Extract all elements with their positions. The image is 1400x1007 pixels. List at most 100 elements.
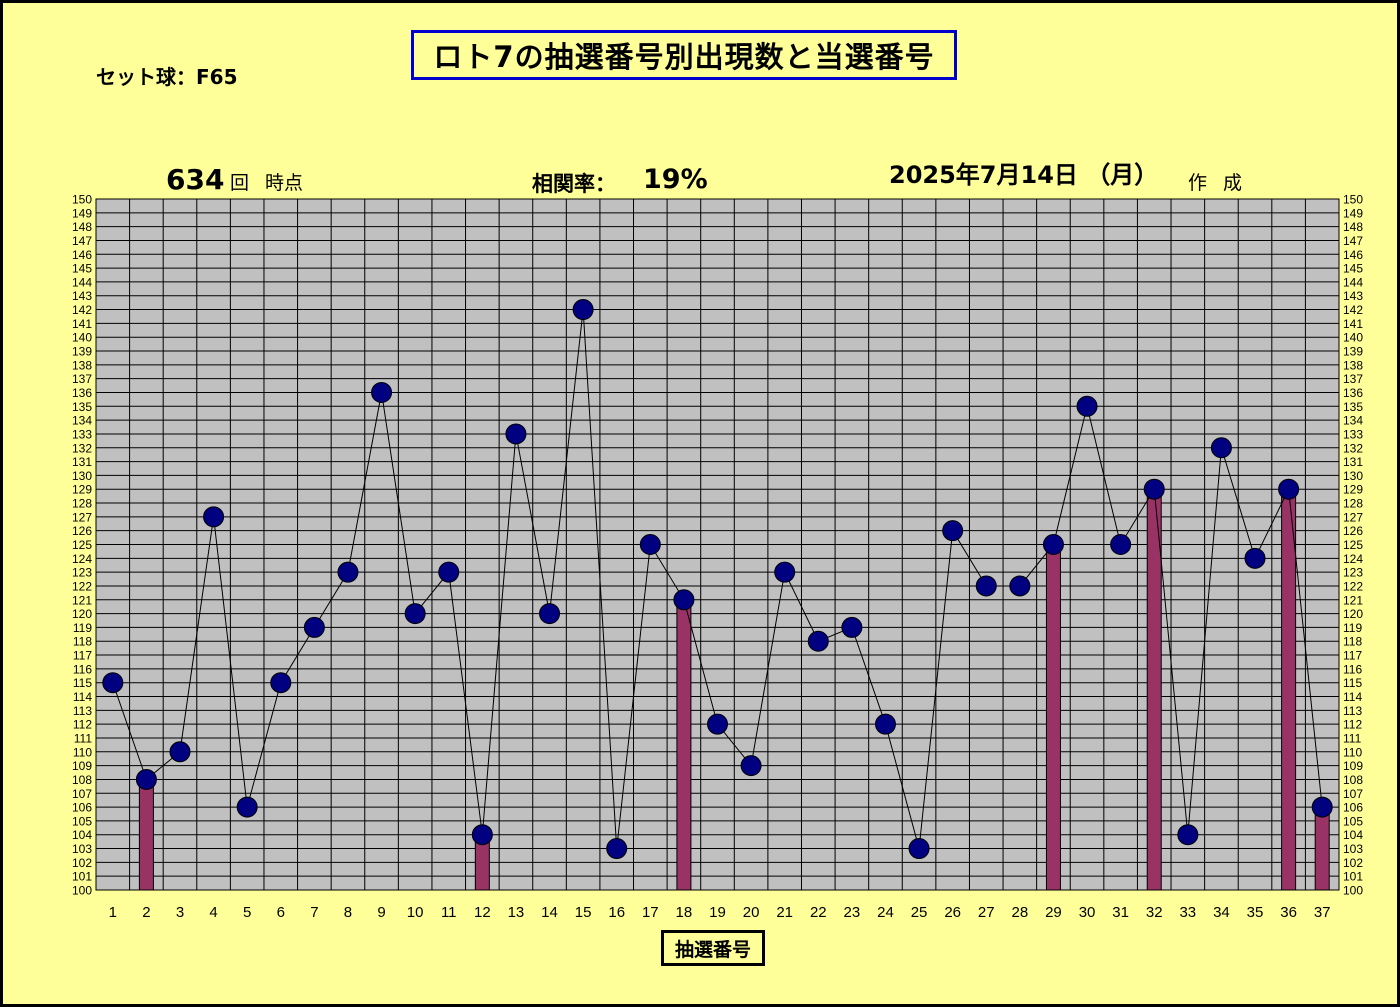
y-tick-label-right: 133 (1343, 427, 1363, 441)
count-point (774, 561, 796, 583)
count-point (1076, 395, 1098, 417)
created-date: 2025年7月14日 （月） (889, 161, 1159, 189)
count-point (1210, 437, 1232, 459)
x-tick-label: 7 (310, 904, 318, 921)
y-tick-label-right: 144 (1343, 275, 1363, 289)
y-tick-label-right: 122 (1343, 579, 1363, 593)
y-tick-label-left: 141 (72, 317, 92, 331)
count-point (1143, 478, 1165, 500)
x-tick-label: 37 (1314, 904, 1331, 921)
x-tick-label: 26 (944, 904, 961, 921)
count-point (471, 824, 493, 846)
y-tick-label-left: 109 (72, 759, 92, 773)
y-tick-label-right: 104 (1343, 828, 1363, 842)
y-tick-label-left: 134 (72, 414, 92, 428)
y-tick-label-left: 129 (72, 483, 92, 497)
y-tick-label-left: 139 (72, 345, 92, 359)
y-tick-label-left: 124 (72, 552, 92, 566)
y-tick-label-right: 115 (1343, 676, 1362, 690)
y-tick-label-right: 103 (1343, 842, 1363, 856)
x-tick-label: 36 (1280, 904, 1297, 921)
count-point (1278, 478, 1300, 500)
x-tick-label: 27 (978, 904, 995, 921)
count-point (102, 672, 124, 694)
y-tick-label-right: 101 (1343, 870, 1363, 884)
y-tick-label-right: 131 (1343, 455, 1363, 469)
y-tick-label-right: 138 (1343, 358, 1363, 372)
x-tick-label: 9 (377, 904, 385, 921)
x-tick-label: 28 (1012, 904, 1029, 921)
x-tick-label: 15 (575, 904, 592, 921)
x-axis-title: 抽選番号 (661, 930, 765, 966)
x-tick-label: 20 (743, 904, 760, 921)
count-point (1311, 796, 1333, 818)
y-tick-label-left: 120 (72, 607, 92, 621)
x-tick-label: 34 (1213, 904, 1230, 921)
count-point (841, 616, 863, 638)
y-tick-label-left: 138 (72, 358, 92, 372)
y-tick-label-left: 113 (73, 704, 92, 718)
y-tick-label-left: 147 (72, 234, 92, 248)
count-point (337, 561, 359, 583)
y-tick-label-right: 125 (1343, 538, 1363, 552)
y-tick-label-right: 108 (1343, 773, 1363, 787)
y-tick-label-right: 132 (1343, 441, 1363, 455)
x-tick-label: 17 (642, 904, 659, 921)
y-tick-label-right: 137 (1343, 372, 1363, 386)
y-tick-label-left: 127 (72, 510, 92, 524)
y-tick-label-left: 118 (73, 635, 92, 649)
winning-bar (138, 778, 154, 891)
x-tick-label: 32 (1146, 904, 1163, 921)
y-tick-label-right: 106 (1343, 801, 1363, 815)
count-point (135, 768, 157, 790)
y-tick-label-right: 146 (1343, 248, 1363, 262)
y-tick-label-right: 109 (1343, 759, 1363, 773)
y-tick-label-left: 144 (72, 275, 92, 289)
y-tick-label-left: 140 (72, 331, 92, 345)
count-point (1244, 547, 1266, 569)
winning-bar (676, 599, 692, 891)
y-tick-label-right: 121 (1343, 593, 1363, 607)
y-tick-label-right: 105 (1343, 814, 1363, 828)
y-tick-label-left: 150 (72, 193, 92, 207)
y-tick-label-left: 106 (72, 801, 92, 815)
y-tick-label-left: 130 (72, 469, 92, 483)
chart-title: ロト7の抽選番号別出現数と当選番号 (433, 40, 935, 74)
count-point (1110, 534, 1132, 555)
count-point (874, 713, 896, 735)
y-tick-label-left: 128 (72, 497, 92, 511)
y-tick-label-left: 111 (74, 731, 93, 745)
x-tick-label: 29 (1045, 904, 1062, 921)
winning-bar (1281, 488, 1297, 891)
x-tick-label: 22 (810, 904, 827, 921)
y-tick-label-right: 112 (1343, 718, 1362, 732)
y-tick-label-left: 132 (72, 441, 92, 455)
y-tick-label-right: 126 (1343, 524, 1363, 538)
count-point (740, 755, 762, 777)
count-point (807, 630, 829, 652)
y-tick-label-right: 139 (1343, 345, 1363, 359)
y-tick-label-right: 149 (1343, 206, 1363, 220)
x-tick-label: 6 (277, 904, 285, 921)
x-tick-label: 5 (243, 904, 251, 921)
draw-suffix: 回 時点 (230, 172, 304, 194)
y-tick-label-left: 115 (73, 676, 92, 690)
y-tick-label-left: 119 (73, 621, 92, 635)
y-tick-label-right: 134 (1343, 414, 1363, 428)
y-tick-label-left: 112 (73, 718, 92, 732)
x-tick-label: 23 (844, 904, 861, 921)
correlation-label: 相関率： (532, 172, 616, 196)
x-tick-label: 35 (1247, 904, 1264, 921)
y-tick-label-left: 131 (72, 455, 92, 469)
y-tick-label-right: 142 (1343, 303, 1363, 317)
y-tick-label-left: 148 (72, 220, 92, 234)
x-tick-label: 25 (911, 904, 928, 921)
count-point (673, 589, 695, 611)
y-tick-label-right: 119 (1343, 621, 1362, 635)
y-tick-label-left: 121 (72, 593, 92, 607)
y-tick-label-right: 150 (1343, 193, 1363, 207)
y-tick-label-right: 130 (1343, 469, 1363, 483)
y-tick-label-right: 113 (1343, 704, 1362, 718)
y-tick-label-right: 147 (1343, 234, 1363, 248)
